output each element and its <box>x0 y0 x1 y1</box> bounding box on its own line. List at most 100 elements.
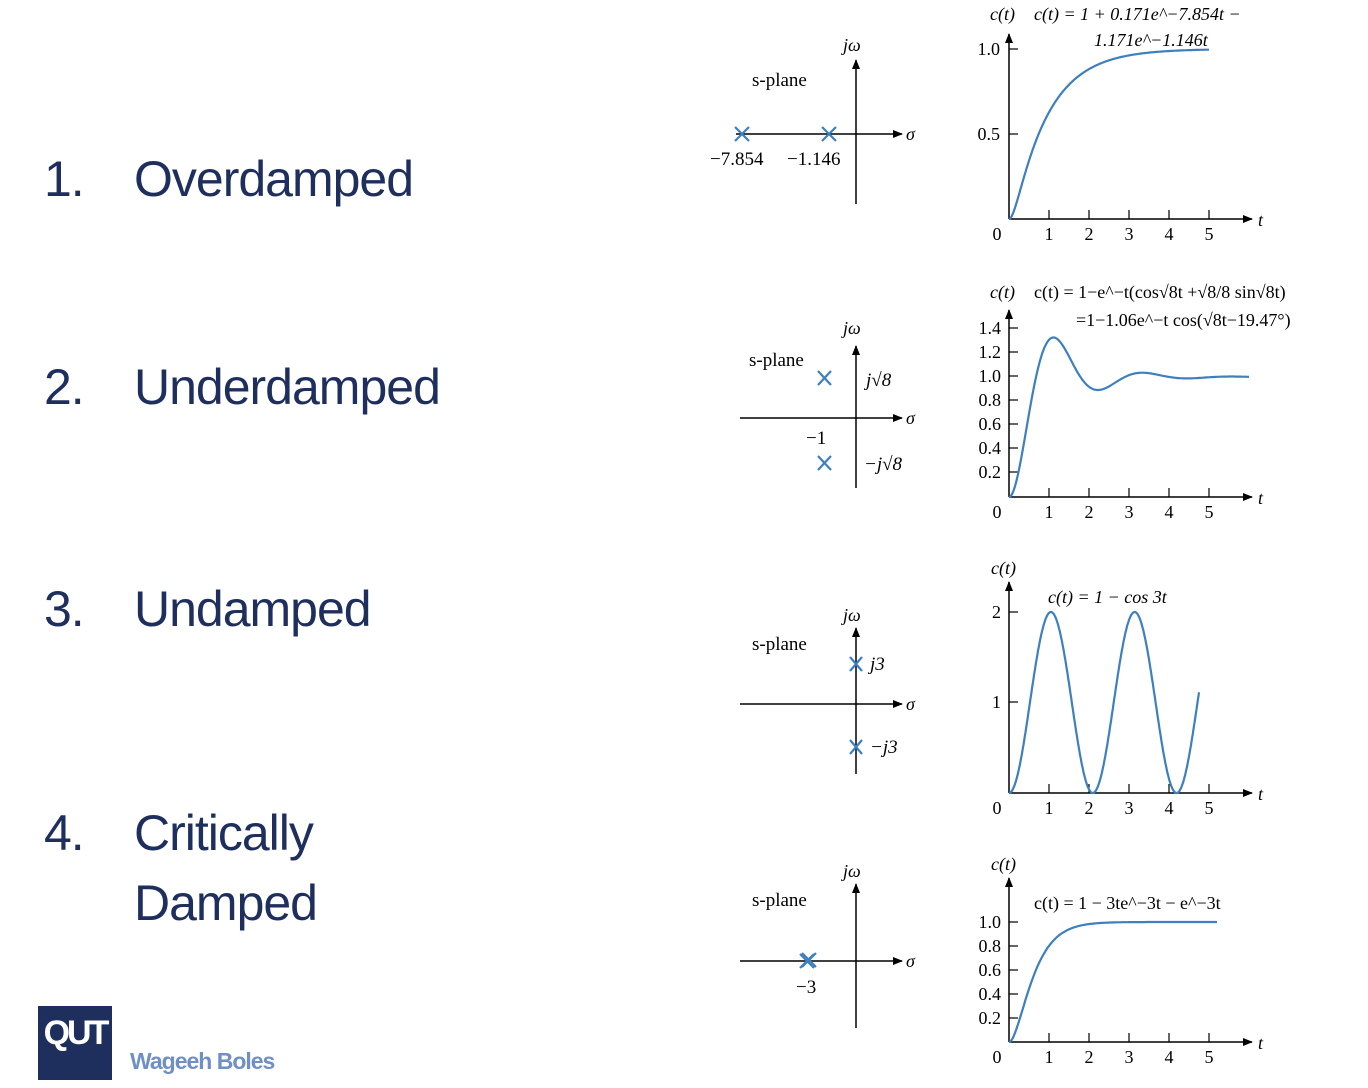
x-tick-label: 4 <box>1165 1047 1174 1067</box>
x-tick-label: 1 <box>1045 502 1054 522</box>
splane-label: s-plane <box>752 634 807 655</box>
splane-label: s-plane <box>749 350 804 371</box>
y-tick-label: 1.4 <box>979 318 1002 338</box>
jw-label: jω <box>841 318 861 338</box>
x-tick-label: 3 <box>1125 224 1134 244</box>
equation-line2: 1.171e^−1.146t <box>1094 30 1209 50</box>
y-tick-label: 0.6 <box>979 960 1002 980</box>
item-number: 4. <box>44 805 85 861</box>
x-axis-label: t <box>1258 488 1264 508</box>
pole-label: −3 <box>796 977 816 998</box>
y-tick-label: 0.8 <box>979 936 1002 956</box>
y-tick-label: 1.0 <box>978 39 1001 59</box>
y-tick-label: 0.6 <box>979 414 1002 434</box>
y-tick-label: 0.4 <box>979 438 1002 458</box>
origin-label: 0 <box>993 798 1002 818</box>
y-tick-label: 0.2 <box>979 1008 1002 1028</box>
item-number: 2. <box>44 359 85 415</box>
splane-undamped: jω σ s-plane j3 −j3 <box>740 605 916 774</box>
x-tick-label: 2 <box>1085 798 1094 818</box>
sigma-label: σ <box>906 694 916 714</box>
author-name: Wageeh Boles <box>130 1048 275 1074</box>
origin-label: 0 <box>993 502 1002 522</box>
pole-label: j√8 <box>863 370 892 391</box>
pole-marker <box>799 952 817 969</box>
y-axis-label: c(t) <box>990 4 1015 25</box>
pole-marker <box>734 126 750 142</box>
y-tick-label: 0.4 <box>979 984 1002 1004</box>
pole-label: −1 <box>806 428 826 449</box>
y-tick-label: 0.8 <box>979 390 1002 410</box>
equation-line2: =1−1.06e^−t cos(√8t−19.47°) <box>1076 310 1291 331</box>
sigma-label: σ <box>906 408 916 428</box>
y-axis-label: c(t) <box>991 558 1016 579</box>
y-tick-label: 2 <box>992 602 1001 622</box>
pole-marker <box>817 455 832 471</box>
y-tick-label: 1.2 <box>979 342 1002 362</box>
splane-underdamped: jω σ s-plane j√8 −j√8 −1 <box>740 318 916 488</box>
x-tick-label: 1 <box>1045 1047 1054 1067</box>
x-tick-label: 5 <box>1205 224 1214 244</box>
pole-marker <box>821 126 837 142</box>
pole-marker <box>817 370 832 386</box>
plot-overdamped: 1.0 0.5 0 1 2 3 4 5 t c(t) c(t) = 1 + 0.… <box>978 4 1265 244</box>
splane-label: s-plane <box>752 890 807 911</box>
pole-marker <box>849 656 863 672</box>
y-tick-label: 0.5 <box>978 124 1001 144</box>
x-tick-label: 4 <box>1165 798 1174 818</box>
jw-label: jω <box>841 861 861 881</box>
item-label: Undamped <box>134 581 372 637</box>
pole-label: j3 <box>867 654 885 675</box>
x-tick-label: 4 <box>1165 224 1174 244</box>
origin-label: 0 <box>993 1047 1002 1067</box>
origin-label: 0 <box>993 224 1002 244</box>
x-tick-label: 5 <box>1205 1047 1214 1067</box>
y-tick-label: 1.0 <box>979 912 1002 932</box>
y-axis-label: c(t) <box>991 854 1016 875</box>
x-tick-label: 4 <box>1165 502 1174 522</box>
splane-critically-damped: jω σ s-plane −3 <box>740 861 916 1028</box>
splane-label: s-plane <box>752 70 807 91</box>
x-tick-label: 3 <box>1125 502 1134 522</box>
pole-label: −j√8 <box>864 454 903 475</box>
plot-underdamped: 1.4 1.2 1.0 0.8 0.6 0.4 0.2 0 1 2 3 4 5 … <box>979 282 1291 522</box>
x-tick-label: 1 <box>1045 798 1054 818</box>
logo-text: QUT <box>43 1014 110 1052</box>
jw-label: jω <box>841 605 861 625</box>
x-axis-label: t <box>1258 1033 1264 1053</box>
y-tick-label: 1.0 <box>979 366 1002 386</box>
x-tick-label: 2 <box>1085 502 1094 522</box>
pole-label: −j3 <box>870 737 898 758</box>
x-tick-label: 5 <box>1205 502 1214 522</box>
response-curve <box>1008 920 1217 1044</box>
x-tick-label: 3 <box>1125 1047 1134 1067</box>
y-axis-label: c(t) <box>990 282 1015 303</box>
pole-label: −1.146 <box>787 149 840 170</box>
equation-line1: c(t) = 1−e^−t(cos√8t +√8/8 sin√8t) <box>1034 282 1286 303</box>
response-curve <box>1008 610 1201 795</box>
x-tick-label: 3 <box>1125 798 1134 818</box>
response-curve <box>1008 48 1210 221</box>
x-tick-label: 5 <box>1205 798 1214 818</box>
y-tick-label: 1 <box>992 692 1001 712</box>
response-curve <box>1008 336 1249 499</box>
item-label: Overdamped <box>134 151 414 207</box>
equation-line1: c(t) = 1 + 0.171e^−7.854t − <box>1034 4 1241 25</box>
equation-line1: c(t) = 1 − cos 3t <box>1048 587 1168 608</box>
item-label: Underdamped <box>134 359 441 415</box>
pole-marker <box>849 739 863 755</box>
item-label: Critically <box>134 805 314 861</box>
x-tick-label: 1 <box>1045 224 1054 244</box>
x-tick-label: 2 <box>1085 224 1094 244</box>
pole-label: −7.854 <box>710 149 764 170</box>
equation-line1: c(t) = 1 − 3te^−3t − e^−3t <box>1034 893 1221 914</box>
x-axis-label: t <box>1258 210 1264 230</box>
plot-critically-damped: 1.0 0.8 0.6 0.4 0.2 0 1 2 3 4 5 t c(t) c… <box>979 854 1265 1067</box>
x-axis-label: t <box>1258 784 1264 804</box>
sigma-label: σ <box>906 124 916 144</box>
item-number: 1. <box>44 151 85 207</box>
item-number: 3. <box>44 581 85 637</box>
splane-overdamped: jω σ s-plane −7.854 −1.146 <box>710 35 916 204</box>
sigma-label: σ <box>906 951 916 971</box>
